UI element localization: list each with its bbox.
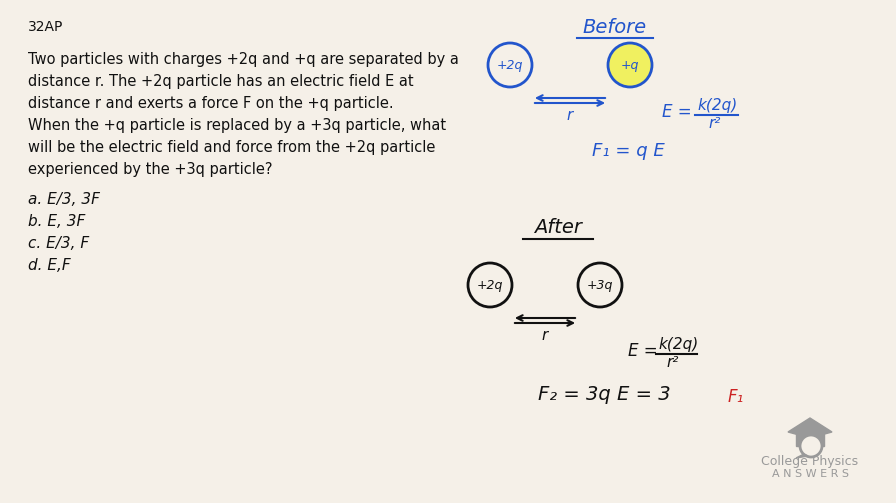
Text: k(2q): k(2q) xyxy=(658,337,698,352)
Text: F₁: F₁ xyxy=(728,388,745,406)
Circle shape xyxy=(800,435,822,457)
Text: b. E, 3F: b. E, 3F xyxy=(28,214,85,229)
Polygon shape xyxy=(796,432,824,446)
Polygon shape xyxy=(796,454,808,458)
Text: distance r and exerts a force F on the +q particle.: distance r and exerts a force F on the +… xyxy=(28,96,393,111)
Text: +3q: +3q xyxy=(587,279,613,292)
Text: experienced by the +3q particle?: experienced by the +3q particle? xyxy=(28,162,272,177)
Text: F₂ = 3q E = 3: F₂ = 3q E = 3 xyxy=(538,385,676,404)
Text: r: r xyxy=(542,328,548,343)
Text: r: r xyxy=(567,108,573,123)
Text: College Physics: College Physics xyxy=(762,455,858,468)
Text: A N S W E R S: A N S W E R S xyxy=(771,469,849,479)
Text: After: After xyxy=(534,218,582,237)
Text: E =: E = xyxy=(662,103,692,121)
Text: will be the electric field and force from the +2q particle: will be the electric field and force fro… xyxy=(28,140,435,155)
Text: r²: r² xyxy=(708,116,720,131)
Text: +2q: +2q xyxy=(496,58,523,71)
Text: +2q: +2q xyxy=(477,279,504,292)
Circle shape xyxy=(468,263,512,307)
Polygon shape xyxy=(788,418,832,438)
Text: Before: Before xyxy=(583,18,647,37)
Text: F₁ = q E: F₁ = q E xyxy=(592,142,665,160)
Text: When the +q particle is replaced by a +3q particle, what: When the +q particle is replaced by a +3… xyxy=(28,118,446,133)
Text: a. E/3, 3F: a. E/3, 3F xyxy=(28,192,99,207)
Text: E =: E = xyxy=(628,342,658,360)
Text: +q: +q xyxy=(621,58,639,71)
Text: d. E,F: d. E,F xyxy=(28,258,71,273)
Circle shape xyxy=(578,263,622,307)
Text: r²: r² xyxy=(666,355,678,370)
Text: Two particles with charges +2q and +q are separated by a: Two particles with charges +2q and +q ar… xyxy=(28,52,459,67)
Text: 32AP: 32AP xyxy=(28,20,64,34)
Circle shape xyxy=(488,43,532,87)
Text: k(2q): k(2q) xyxy=(697,98,737,113)
Text: c. E/3, F: c. E/3, F xyxy=(28,236,89,251)
Text: distance r. The +2q particle has an electric field E at: distance r. The +2q particle has an elec… xyxy=(28,74,414,89)
Circle shape xyxy=(608,43,652,87)
